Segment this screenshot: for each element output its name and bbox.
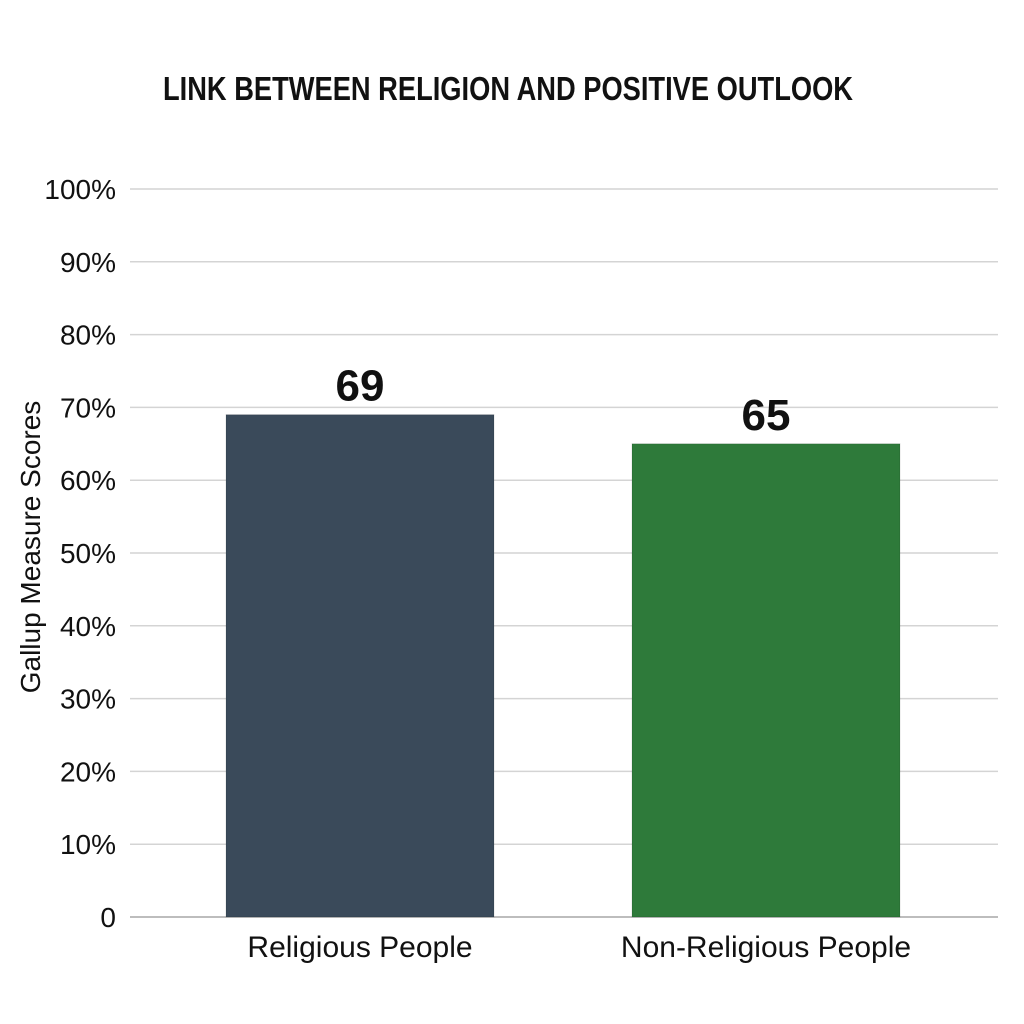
y-axis-label: Gallup Measure Scores [15,401,46,694]
x-category-label: Non-Religious People [621,931,911,964]
y-tick-label: 70% [60,392,116,423]
y-tick-label: 100% [44,174,116,205]
y-tick-label: 60% [60,465,116,496]
x-axis-categories: Religious People Non-Religious People [247,931,911,964]
y-axis-ticks: 0 10% 20% 30% 40% 50% 60% 70% 80% 90% 100% [44,174,116,933]
y-tick-label: 80% [60,320,116,351]
bar-value-label: 65 [742,391,791,440]
y-tick-label: 50% [60,538,116,569]
y-tick-label: 0 [100,902,116,933]
y-tick-label: 10% [60,829,116,860]
y-tick-label: 30% [60,684,116,715]
chart-title: LINK BETWEEN RELIGION AND POSITIVE OUTLO… [163,70,853,107]
value-labels: 69 65 [336,362,791,440]
bar-non-religious-people [631,443,901,918]
x-category-label: Religious People [247,931,472,964]
bar-value-label: 69 [336,362,385,411]
bar-religious-people [225,414,495,918]
y-tick-label: 40% [60,611,116,642]
y-tick-label: 90% [60,247,116,278]
y-tick-label: 20% [60,756,116,787]
bars [225,414,901,918]
